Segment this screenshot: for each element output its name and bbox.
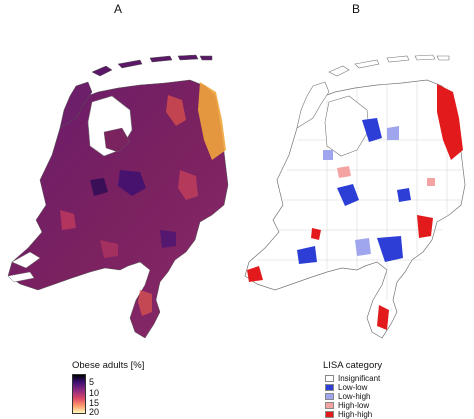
colorbar-tick: 5 <box>89 377 95 387</box>
lisa-swatch <box>325 375 334 382</box>
colorbar-tick: 10 <box>89 388 100 398</box>
lisa-cluster-map <box>244 54 466 339</box>
lisa-label: Low-low <box>338 383 368 392</box>
obesity-choropleth-map <box>7 54 229 339</box>
panel-label-a: A <box>114 2 123 16</box>
netherlands-outline <box>244 79 466 339</box>
legend-a-title: Obese adults [%] <box>72 360 145 371</box>
obesity-colorbar <box>72 374 86 414</box>
panel-label-b: B <box>352 2 361 16</box>
lisa-swatch <box>325 393 334 400</box>
lisa-label: Insignificant <box>338 374 381 383</box>
netherlands-outline <box>7 79 229 339</box>
lisa-swatch <box>325 384 334 391</box>
legend-b-title: LISA category <box>323 360 383 371</box>
lisa-swatch <box>325 402 334 409</box>
lisa-label: Low-high <box>338 392 371 401</box>
wadden-islands <box>91 54 213 77</box>
colorbar-tick: 15 <box>89 398 100 408</box>
lisa-label: High-high <box>338 410 373 419</box>
lisa-label: High-low <box>338 401 370 410</box>
colorbar-tick: 20 <box>89 407 100 417</box>
lisa-swatch <box>325 411 334 418</box>
